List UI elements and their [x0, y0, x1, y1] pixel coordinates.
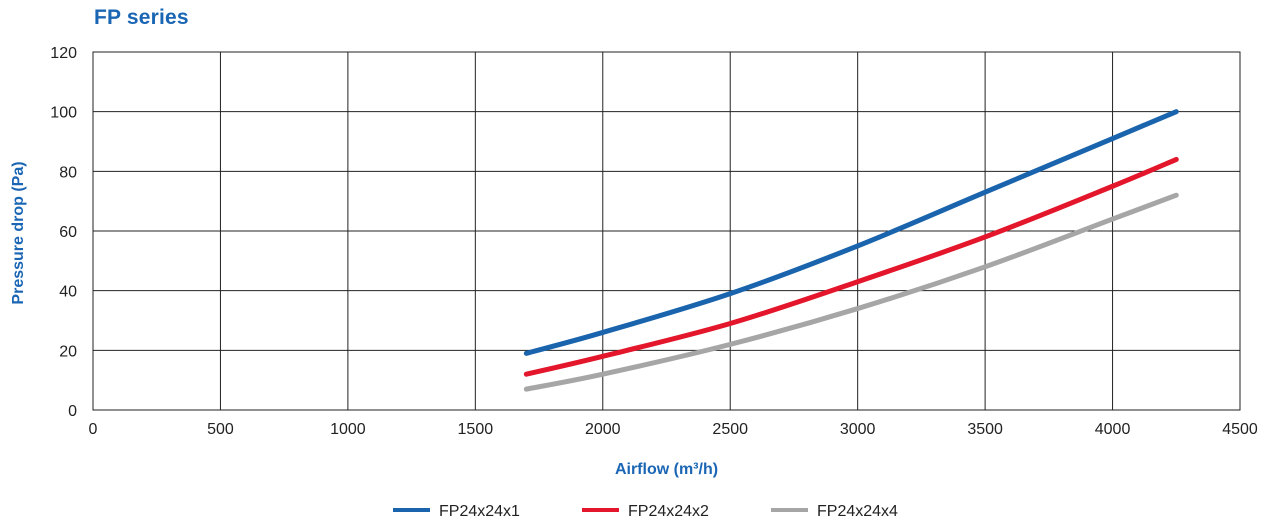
legend-label: FP24x24x1	[439, 503, 520, 520]
y-tick-label: 100	[50, 105, 77, 122]
series-line-fp24x24x1	[523, 109, 1179, 356]
x-tick-label: 3000	[840, 421, 876, 438]
y-tick-label: 20	[59, 343, 77, 360]
series-line-fp24x24x4	[523, 192, 1179, 392]
grid	[92, 51, 1241, 411]
y-tick-label: 40	[59, 284, 77, 301]
x-tick-label: 1000	[330, 421, 366, 438]
x-tick-label: 3500	[967, 421, 1003, 438]
y-tick-label: 80	[59, 164, 77, 181]
plot-frame	[92, 51, 1241, 411]
x-tick-label: 4500	[1222, 421, 1258, 438]
x-tick-label: 1500	[458, 421, 494, 438]
legend-label: FP24x24x2	[628, 503, 709, 520]
x-tick-label: 2000	[585, 421, 621, 438]
chart-title: FP series	[94, 6, 189, 29]
y-tick-label: 0	[68, 403, 77, 420]
y-axis-ticks: 0 20 40 60 80 100 120	[50, 45, 77, 420]
series-lines	[523, 109, 1179, 392]
legend-label: FP24x24x4	[817, 503, 898, 520]
legend: FP24x24x1 FP24x24x2 FP24x24x4	[393, 503, 898, 520]
y-axis-title: Pressure drop (Pa)	[10, 161, 27, 304]
x-tick-label: 500	[207, 421, 234, 438]
series-line-fp24x24x2	[523, 156, 1179, 377]
x-tick-label: 0	[89, 421, 98, 438]
x-axis-title: Airflow (m³/h)	[615, 461, 718, 478]
x-tick-label: 4000	[1095, 421, 1131, 438]
x-axis-ticks: 0 500 1000 1500 2000 2500 3000 3500 4000 4500	[89, 421, 1258, 438]
x-tick-label: 2500	[712, 421, 748, 438]
y-tick-label: 120	[50, 45, 77, 62]
y-tick-label: 60	[59, 224, 77, 241]
